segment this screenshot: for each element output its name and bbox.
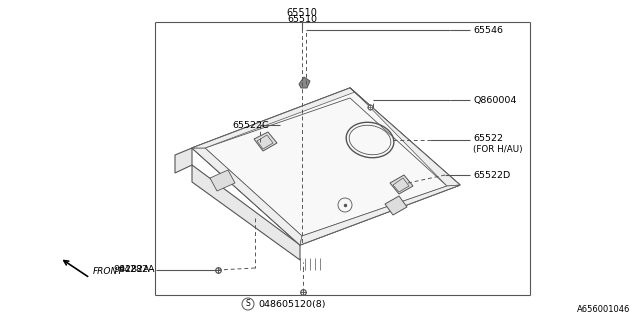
Text: (FOR H/AU): (FOR H/AU) [473, 145, 523, 154]
Text: FRONT: FRONT [93, 267, 124, 276]
Text: 65522: 65522 [473, 133, 503, 142]
Text: 94282A–: 94282A– [114, 266, 155, 275]
Polygon shape [192, 88, 460, 245]
Polygon shape [390, 175, 413, 194]
Polygon shape [210, 170, 235, 191]
Polygon shape [385, 196, 407, 215]
Text: 65546: 65546 [473, 26, 503, 35]
Polygon shape [299, 77, 310, 88]
Text: 65522C: 65522C [232, 121, 269, 130]
Polygon shape [300, 185, 460, 245]
Text: Q860004: Q860004 [473, 95, 516, 105]
Polygon shape [192, 88, 355, 148]
Polygon shape [175, 148, 192, 173]
Polygon shape [350, 88, 460, 186]
Polygon shape [192, 165, 300, 260]
Text: 65510: 65510 [287, 8, 317, 18]
Text: 65522D: 65522D [473, 171, 510, 180]
Text: A656001046: A656001046 [577, 305, 630, 314]
Text: 048605120(8): 048605120(8) [258, 300, 326, 308]
Text: S: S [246, 300, 250, 308]
Text: 65510: 65510 [287, 15, 317, 24]
Polygon shape [254, 132, 277, 151]
Polygon shape [192, 148, 302, 245]
Polygon shape [192, 88, 460, 245]
Text: 94282A: 94282A [118, 266, 155, 275]
